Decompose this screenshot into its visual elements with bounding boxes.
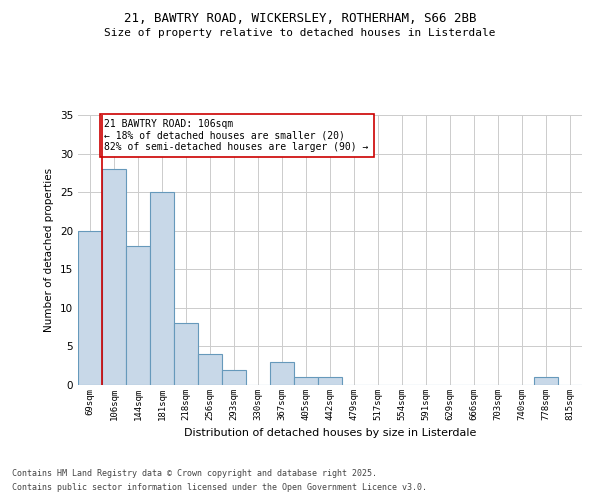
- Text: 21 BAWTRY ROAD: 106sqm
← 18% of detached houses are smaller (20)
82% of semi-det: 21 BAWTRY ROAD: 106sqm ← 18% of detached…: [104, 119, 369, 152]
- Text: Contains HM Land Registry data © Crown copyright and database right 2025.: Contains HM Land Registry data © Crown c…: [12, 468, 377, 477]
- Bar: [198, 354, 222, 385]
- Bar: [126, 246, 150, 385]
- Bar: [174, 324, 198, 385]
- Bar: [318, 378, 342, 385]
- X-axis label: Distribution of detached houses by size in Listerdale: Distribution of detached houses by size …: [184, 428, 476, 438]
- Bar: [294, 378, 318, 385]
- Text: 21, BAWTRY ROAD, WICKERSLEY, ROTHERHAM, S66 2BB: 21, BAWTRY ROAD, WICKERSLEY, ROTHERHAM, …: [124, 12, 476, 26]
- Bar: [78, 230, 102, 385]
- Y-axis label: Number of detached properties: Number of detached properties: [44, 168, 55, 332]
- Text: Size of property relative to detached houses in Listerdale: Size of property relative to detached ho…: [104, 28, 496, 38]
- Bar: [222, 370, 246, 385]
- Bar: [150, 192, 174, 385]
- Text: Contains public sector information licensed under the Open Government Licence v3: Contains public sector information licen…: [12, 484, 427, 492]
- Bar: [270, 362, 294, 385]
- Bar: [534, 378, 558, 385]
- Bar: [102, 169, 126, 385]
